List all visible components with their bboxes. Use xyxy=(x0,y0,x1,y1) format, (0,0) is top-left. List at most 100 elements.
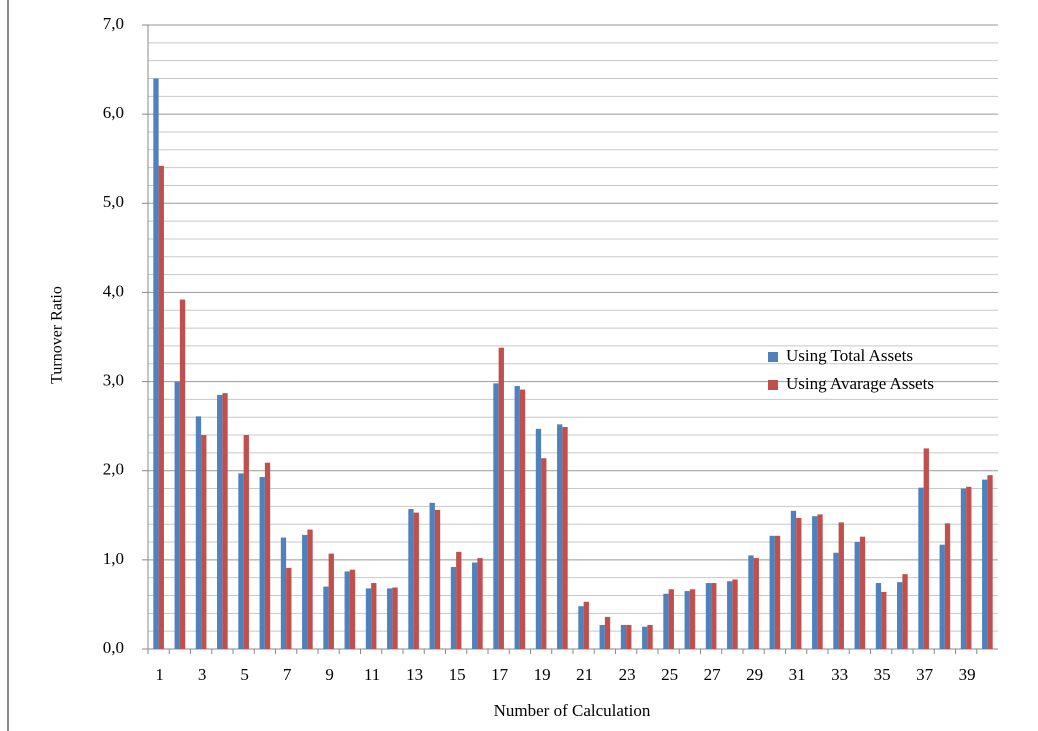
bar xyxy=(774,535,781,649)
bar xyxy=(599,624,605,649)
x-tick-label: 7 xyxy=(283,665,292,684)
bar xyxy=(626,624,632,649)
bar xyxy=(817,514,823,649)
bar xyxy=(195,416,202,649)
legend-swatch xyxy=(768,380,778,390)
bar xyxy=(344,571,350,649)
bar xyxy=(753,558,759,649)
bar xyxy=(796,517,802,649)
bar xyxy=(812,516,818,649)
x-tick-label: 19 xyxy=(534,665,551,684)
x-tick-label: 29 xyxy=(746,665,763,684)
bar xyxy=(689,589,696,649)
bar xyxy=(902,574,908,649)
bar xyxy=(259,476,265,649)
x-tick-label: 9 xyxy=(325,665,334,684)
y-tick-label: 0,0 xyxy=(103,638,124,657)
x-tick-label: 3 xyxy=(198,665,207,684)
legend-label: Using Avarage Assets xyxy=(786,374,934,393)
bar xyxy=(897,582,903,649)
bar xyxy=(280,537,287,649)
bar xyxy=(307,529,313,649)
bar xyxy=(450,566,457,649)
bar xyxy=(349,569,356,649)
bar xyxy=(498,347,504,649)
bar xyxy=(413,512,419,649)
x-tick-label: 25 xyxy=(661,665,678,684)
y-axis-title: Turnover Ratio xyxy=(49,286,66,384)
bar xyxy=(286,567,292,649)
bar xyxy=(727,581,733,649)
bar xyxy=(769,535,775,649)
bar xyxy=(620,624,627,649)
bar xyxy=(238,473,244,649)
x-tick-label: 21 xyxy=(576,665,593,684)
x-tick-label: 39 xyxy=(959,665,976,684)
bar xyxy=(711,583,717,649)
y-tick-label: 4,0 xyxy=(103,281,124,300)
bar xyxy=(578,606,584,649)
bar xyxy=(371,583,377,649)
bar xyxy=(705,583,712,649)
bar xyxy=(982,479,988,649)
x-axis-title: Number of Calculation xyxy=(494,701,651,720)
bar xyxy=(323,586,329,649)
bar xyxy=(557,424,563,649)
bar xyxy=(493,383,499,649)
bar xyxy=(854,542,860,649)
bar xyxy=(456,551,462,649)
bar xyxy=(684,591,690,649)
x-tick-label: 27 xyxy=(704,665,722,684)
bar xyxy=(243,435,249,649)
bar xyxy=(365,588,372,649)
bar xyxy=(153,78,159,649)
bar xyxy=(158,165,164,650)
bar xyxy=(519,389,526,649)
x-tick-label: 37 xyxy=(916,665,934,684)
bar xyxy=(642,626,648,649)
bar xyxy=(668,589,674,649)
bar xyxy=(966,486,972,649)
bar xyxy=(302,534,308,649)
legend-swatch xyxy=(768,352,778,362)
x-tick-label: 35 xyxy=(874,665,891,684)
bar xyxy=(987,475,993,649)
bar xyxy=(472,562,478,649)
x-tick-label: 5 xyxy=(240,665,249,684)
bar xyxy=(604,616,611,649)
x-tick-label: 13 xyxy=(406,665,423,684)
y-tick-label: 7,0 xyxy=(103,14,124,33)
bar xyxy=(179,299,186,649)
bar xyxy=(663,593,669,649)
x-tick-label: 1 xyxy=(155,665,164,684)
bar xyxy=(264,462,271,649)
bar xyxy=(217,394,223,649)
bar xyxy=(838,522,844,649)
bar xyxy=(434,509,441,649)
x-tick-label: 17 xyxy=(491,665,509,684)
x-tick-label: 11 xyxy=(364,665,380,684)
bar xyxy=(647,624,653,649)
bar xyxy=(328,553,334,649)
bar xyxy=(833,552,839,649)
bar xyxy=(732,579,738,649)
bar xyxy=(392,587,398,649)
bar xyxy=(222,393,228,649)
bar xyxy=(923,448,929,649)
bar xyxy=(944,523,951,649)
y-tick-label: 1,0 xyxy=(103,549,124,568)
bar xyxy=(918,487,924,649)
bar xyxy=(429,502,435,649)
bar xyxy=(939,544,945,649)
bar xyxy=(174,381,180,649)
y-tick-label: 6,0 xyxy=(103,103,124,122)
bar xyxy=(790,510,797,649)
bar xyxy=(583,601,589,649)
bar xyxy=(859,536,866,649)
bar xyxy=(881,591,887,649)
y-tick-label: 3,0 xyxy=(103,370,124,389)
bar xyxy=(748,555,754,649)
bar xyxy=(477,558,483,649)
x-tick-label: 23 xyxy=(619,665,636,684)
